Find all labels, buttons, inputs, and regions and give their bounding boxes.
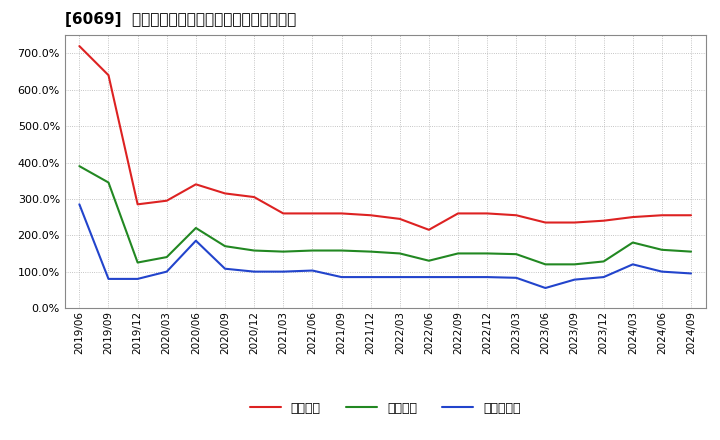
- 流動比率: [454, 211, 462, 216]
- 流動比率: [337, 211, 346, 216]
- 流動比率: [75, 44, 84, 49]
- 当座比率: [220, 243, 229, 249]
- 当座比率: [133, 260, 142, 265]
- 現預金比率: [279, 269, 287, 274]
- 当座比率: [657, 247, 666, 253]
- 現預金比率: [541, 286, 550, 291]
- 流動比率: [483, 211, 492, 216]
- 当座比率: [250, 248, 258, 253]
- 当座比率: [454, 251, 462, 256]
- 流動比率: [395, 216, 404, 221]
- 当座比率: [337, 248, 346, 253]
- 現預金比率: [629, 262, 637, 267]
- 流動比率: [163, 198, 171, 203]
- Line: 流動比率: 流動比率: [79, 46, 691, 230]
- 当座比率: [483, 251, 492, 256]
- 現預金比率: [395, 275, 404, 280]
- 現預金比率: [104, 276, 113, 282]
- 流動比率: [687, 213, 696, 218]
- 流動比率: [133, 202, 142, 207]
- 現預金比率: [599, 275, 608, 280]
- 現預金比率: [220, 266, 229, 271]
- 流動比率: [629, 214, 637, 220]
- 流動比率: [541, 220, 550, 225]
- 現預金比率: [687, 271, 696, 276]
- 現預金比率: [133, 276, 142, 282]
- 当座比率: [163, 254, 171, 260]
- 当座比率: [512, 252, 521, 257]
- 流動比率: [250, 194, 258, 200]
- 流動比率: [599, 218, 608, 224]
- 当座比率: [75, 164, 84, 169]
- Line: 当座比率: 当座比率: [79, 166, 691, 264]
- 当座比率: [192, 225, 200, 231]
- 流動比率: [570, 220, 579, 225]
- 当座比率: [599, 259, 608, 264]
- 流動比率: [192, 182, 200, 187]
- Legend: 流動比率, 当座比率, 現預金比率: 流動比率, 当座比率, 現預金比率: [250, 402, 521, 414]
- 流動比率: [366, 213, 375, 218]
- 現預金比率: [250, 269, 258, 274]
- 流動比率: [308, 211, 317, 216]
- 流動比率: [657, 213, 666, 218]
- 現預金比率: [308, 268, 317, 273]
- Text: [6069]  流動比率、当座比率、現預金比率の推移: [6069] 流動比率、当座比率、現預金比率の推移: [65, 12, 296, 27]
- 当座比率: [308, 248, 317, 253]
- 流動比率: [279, 211, 287, 216]
- 現預金比率: [75, 202, 84, 207]
- 流動比率: [220, 191, 229, 196]
- 当座比率: [570, 262, 579, 267]
- 流動比率: [512, 213, 521, 218]
- Line: 現預金比率: 現預金比率: [79, 204, 691, 288]
- 現預金比率: [483, 275, 492, 280]
- 現預金比率: [192, 238, 200, 243]
- 当座比率: [279, 249, 287, 254]
- 当座比率: [629, 240, 637, 245]
- 現預金比率: [454, 275, 462, 280]
- 現預金比率: [657, 269, 666, 274]
- 当座比率: [395, 251, 404, 256]
- 現預金比率: [163, 269, 171, 274]
- 当座比率: [366, 249, 375, 254]
- 現預金比率: [570, 277, 579, 282]
- 当座比率: [687, 249, 696, 254]
- 現預金比率: [512, 275, 521, 280]
- 現預金比率: [337, 275, 346, 280]
- 当座比率: [541, 262, 550, 267]
- 現預金比率: [425, 275, 433, 280]
- 当座比率: [425, 258, 433, 264]
- 現預金比率: [366, 275, 375, 280]
- 流動比率: [104, 73, 113, 78]
- 流動比率: [425, 227, 433, 232]
- 当座比率: [104, 180, 113, 185]
